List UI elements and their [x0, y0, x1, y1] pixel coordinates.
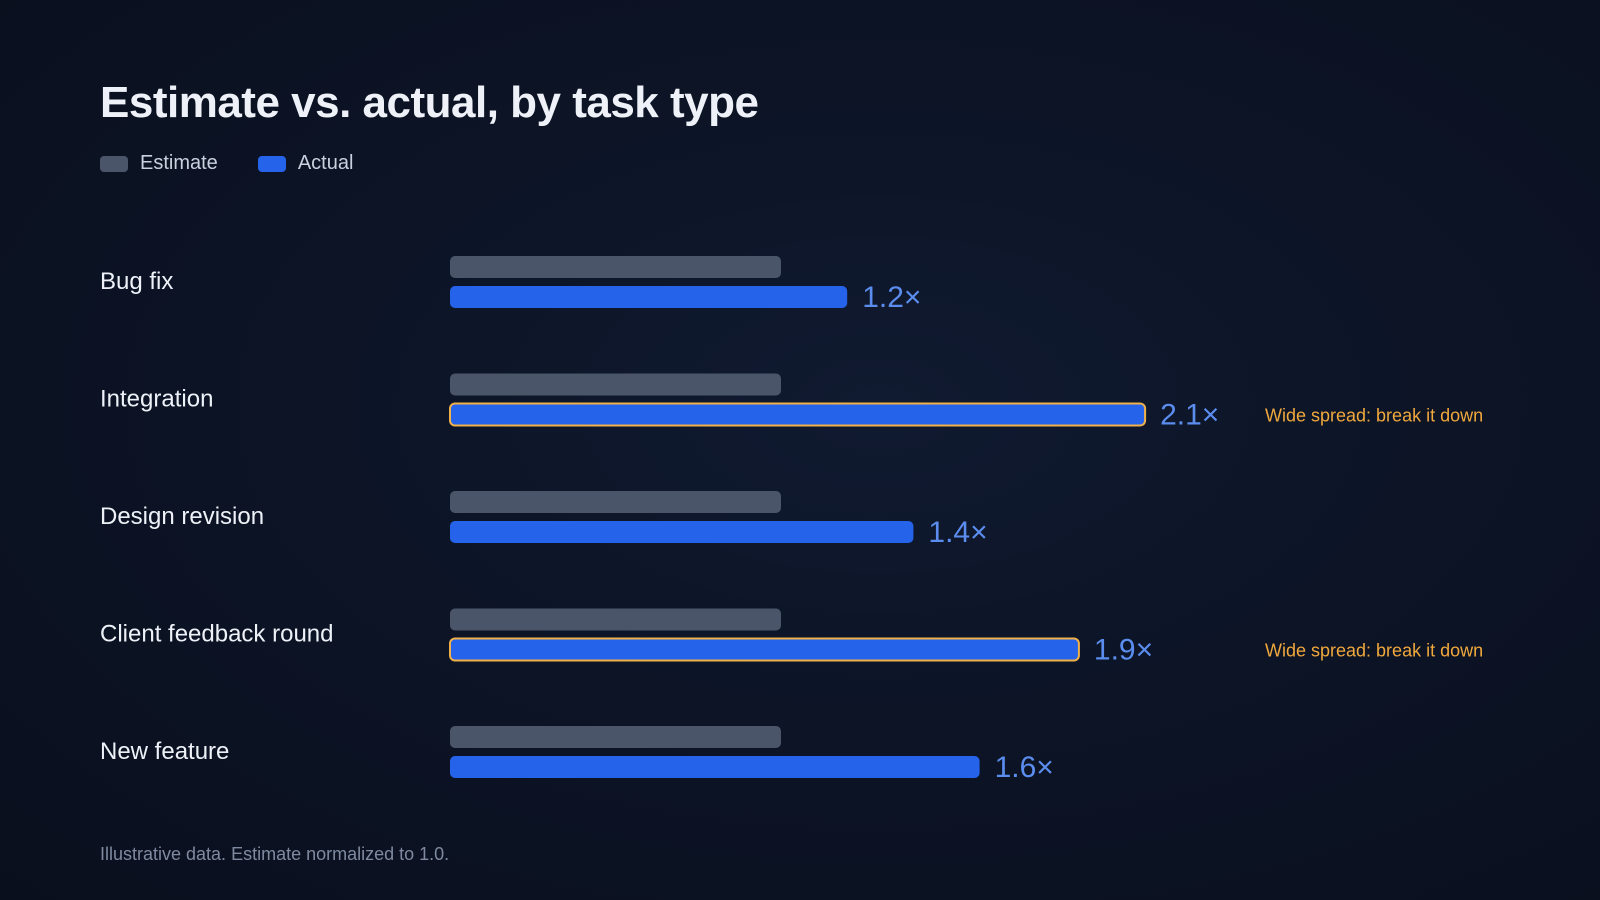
chart-title: Estimate vs. actual, by task type	[100, 78, 759, 127]
bar-actual	[450, 756, 980, 778]
category-label: Integration	[100, 386, 213, 413]
footnote: Illustrative data. Estimate normalized t…	[100, 844, 450, 864]
bar-actual	[449, 637, 1080, 662]
legend-label-estimate: Estimate	[140, 152, 218, 174]
annotation-label: Wide spread: break it down	[1265, 641, 1483, 661]
legend-item-estimate: Estimate	[100, 152, 218, 175]
category-label: New feature	[100, 738, 229, 765]
legend: Estimate Actual	[100, 152, 353, 175]
bar-actual	[450, 521, 914, 543]
value-label: 1.9×	[1094, 634, 1153, 667]
value-label: 1.2×	[862, 281, 921, 314]
category-label: Client feedback round	[100, 621, 333, 648]
legend-item-actual: Actual	[257, 152, 354, 175]
legend-swatch-estimate	[100, 155, 128, 172]
category-label: Design revision	[100, 503, 264, 530]
category-label: Bug fix	[100, 268, 173, 295]
bar-actual	[449, 402, 1147, 427]
bar-estimate	[450, 256, 781, 278]
bar-estimate	[450, 373, 781, 396]
value-label: 2.1×	[1160, 399, 1219, 432]
legend-label-actual: Actual	[297, 152, 354, 174]
bar-estimate	[450, 726, 781, 748]
value-label: 1.4×	[928, 516, 987, 549]
value-label: 1.6×	[995, 751, 1054, 784]
annotation-label: Wide spread: break it down	[1265, 406, 1483, 426]
bar-actual	[450, 286, 848, 308]
bar-estimate	[450, 608, 781, 631]
bar-estimate	[450, 491, 781, 513]
legend-swatch-actual	[257, 155, 286, 172]
